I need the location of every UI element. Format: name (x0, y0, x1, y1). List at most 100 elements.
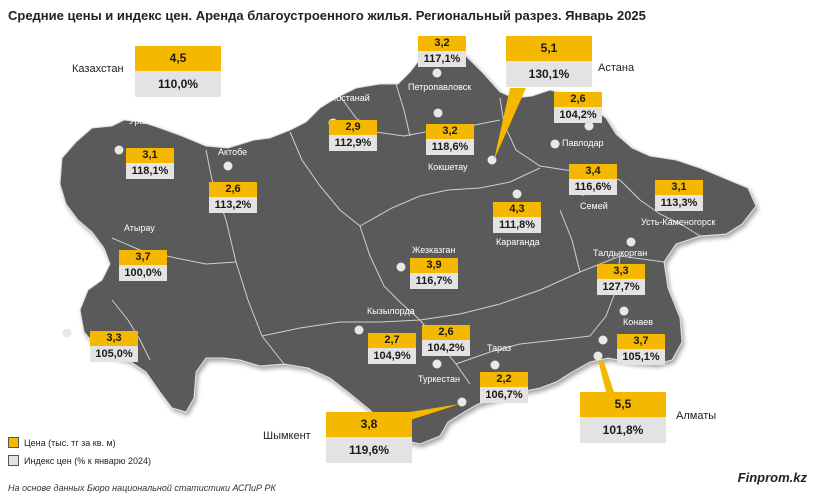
atyrau-value-box: 3,7 100,0% (119, 250, 167, 281)
city-label-kostanay: Костанай (331, 93, 370, 103)
city-marker (433, 108, 443, 118)
price-value: 5,5 (580, 392, 666, 417)
city-label-ust-kamenogorsk: Усть-Каменогорск (641, 217, 716, 227)
city-marker (457, 397, 467, 407)
city-marker (487, 155, 497, 165)
city-marker (62, 328, 72, 338)
kazakhstan-value-box: 4,5 110,0% (135, 46, 221, 97)
city-marker (584, 121, 594, 131)
ust-kamenogorsk-value-box: 3,1 113,3% (655, 180, 703, 211)
price-value: 3,9 (410, 258, 458, 273)
index-value: 104,2% (422, 340, 470, 356)
city-marker (512, 189, 522, 199)
pavlodar-value-box: 2,6 104,2% (554, 92, 602, 123)
index-value: 104,2% (554, 107, 602, 123)
kokshetau-value-box: 3,2 118,6% (426, 124, 474, 155)
price-value: 5,1 (506, 36, 592, 61)
petropavlovsk-value-box: 3,2 117,1% (418, 36, 466, 67)
taldykorgan-value-box: 3,3 127,7% (597, 264, 645, 295)
city-label-aktobe: Актобе (218, 147, 248, 157)
index-value: 113,2% (209, 197, 257, 213)
city-label-pavlodar: Павлодар (562, 138, 604, 148)
price-value: 4,3 (493, 202, 541, 217)
karaganda-value-box: 4,3 111,8% (493, 202, 541, 233)
city-label-zhezkazgan: Жезказган (412, 245, 456, 255)
aktobe-value-box: 2,6 113,2% (209, 182, 257, 213)
almaty-value-box: 5,5 101,8% (580, 392, 666, 443)
almaty-callout-pointer (598, 360, 614, 392)
price-value: 3,7 (617, 334, 665, 349)
city-label-turkestan: Туркестан (418, 374, 460, 384)
price-value: 4,5 (135, 46, 221, 71)
region-borders (111, 83, 701, 385)
city-label-karaganda: Караганда (496, 237, 540, 247)
shymkent-value-box: 3,8 119,6% (326, 412, 412, 463)
city-marker (626, 237, 636, 247)
price-value: 2,6 (209, 182, 257, 197)
uralsk-value-box: 3,1 118,1% (126, 148, 174, 179)
city-label-kokshetau: Кокшетау (428, 162, 468, 172)
city-marker (114, 145, 124, 155)
shymkent-label: Шымкент (263, 430, 311, 442)
city-label-kyzylorda: Кызылорда (367, 306, 415, 316)
index-value: 112,9% (329, 135, 377, 151)
city-marker (550, 139, 560, 149)
price-value: 3,8 (326, 412, 412, 437)
city-label-semey: Семей (580, 201, 608, 211)
city-marker (593, 351, 603, 361)
legend-index-label: Индекс цен (% к январю 2024) (24, 455, 152, 466)
legend-price: Цена (тыс. тг за кв. м) (8, 437, 116, 448)
index-value: 111,8% (493, 217, 541, 233)
city-label-taldykorgan: Талдыкорган (593, 248, 648, 258)
price-value: 3,1 (655, 180, 703, 195)
index-value: 110,0% (135, 71, 221, 97)
zhezkazgan-value-box: 3,9 116,7% (410, 258, 458, 289)
index-value: 116,7% (410, 273, 458, 289)
price-value: 3,2 (426, 124, 474, 139)
astana-callout-pointer (494, 88, 526, 160)
semey-value-box: 3,4 116,6% (569, 164, 617, 195)
index-value: 104,9% (368, 348, 416, 364)
aktau-value-box: 3,3 105,0% (90, 331, 138, 362)
turkestan-value-box: 2,6 104,2% (422, 325, 470, 356)
index-value: 116,6% (569, 179, 617, 195)
price-value: 3,4 (569, 164, 617, 179)
kazakhstan-label: Казахстан (72, 63, 124, 75)
page-title: Средние цены и индекс цен. Аренда благоу… (8, 8, 646, 23)
city-label-taraz: Тараз (487, 343, 512, 353)
shymkent-callout-pointer (410, 404, 460, 420)
city-marker (354, 325, 364, 335)
index-value: 105,0% (90, 346, 138, 362)
city-label-uralsk: Уральск (129, 116, 163, 126)
index-value: 101,8% (580, 417, 666, 443)
source-note: На основе данных Бюро национальной стати… (8, 483, 276, 493)
price-value: 3,2 (418, 36, 466, 51)
index-value: 130,1% (506, 61, 592, 87)
index-value: 118,1% (126, 163, 174, 179)
index-value: 119,6% (326, 437, 412, 463)
index-value: 117,1% (418, 51, 466, 67)
legend-swatch-index (8, 455, 19, 466)
index-value: 106,7% (480, 387, 528, 403)
price-value: 2,9 (329, 120, 377, 135)
astana-label: Астана (598, 62, 635, 74)
legend-swatch-price (8, 437, 19, 448)
price-value: 3,3 (597, 264, 645, 279)
price-value: 2,2 (480, 372, 528, 387)
legend-price-label: Цена (тыс. тг за кв. м) (24, 437, 116, 448)
city-marker (396, 262, 406, 272)
city-label-atyrau: Атырау (124, 223, 155, 233)
price-value: 2,7 (368, 333, 416, 348)
kyzylorda-value-box: 2,7 104,9% (368, 333, 416, 364)
index-value: 118,6% (426, 139, 474, 155)
index-value: 127,7% (597, 279, 645, 295)
price-value: 3,7 (119, 250, 167, 265)
almaty-label: Алматы (676, 410, 717, 422)
city-label-petropavlovsk: Петропавловск (408, 82, 472, 92)
astana-value-box: 5,1 130,1% (506, 36, 592, 87)
konaev-value-box: 3,7 105,1% (617, 334, 665, 365)
index-value: 100,0% (119, 265, 167, 281)
city-marker (223, 161, 233, 171)
city-marker (598, 335, 608, 345)
index-value: 105,1% (617, 349, 665, 365)
